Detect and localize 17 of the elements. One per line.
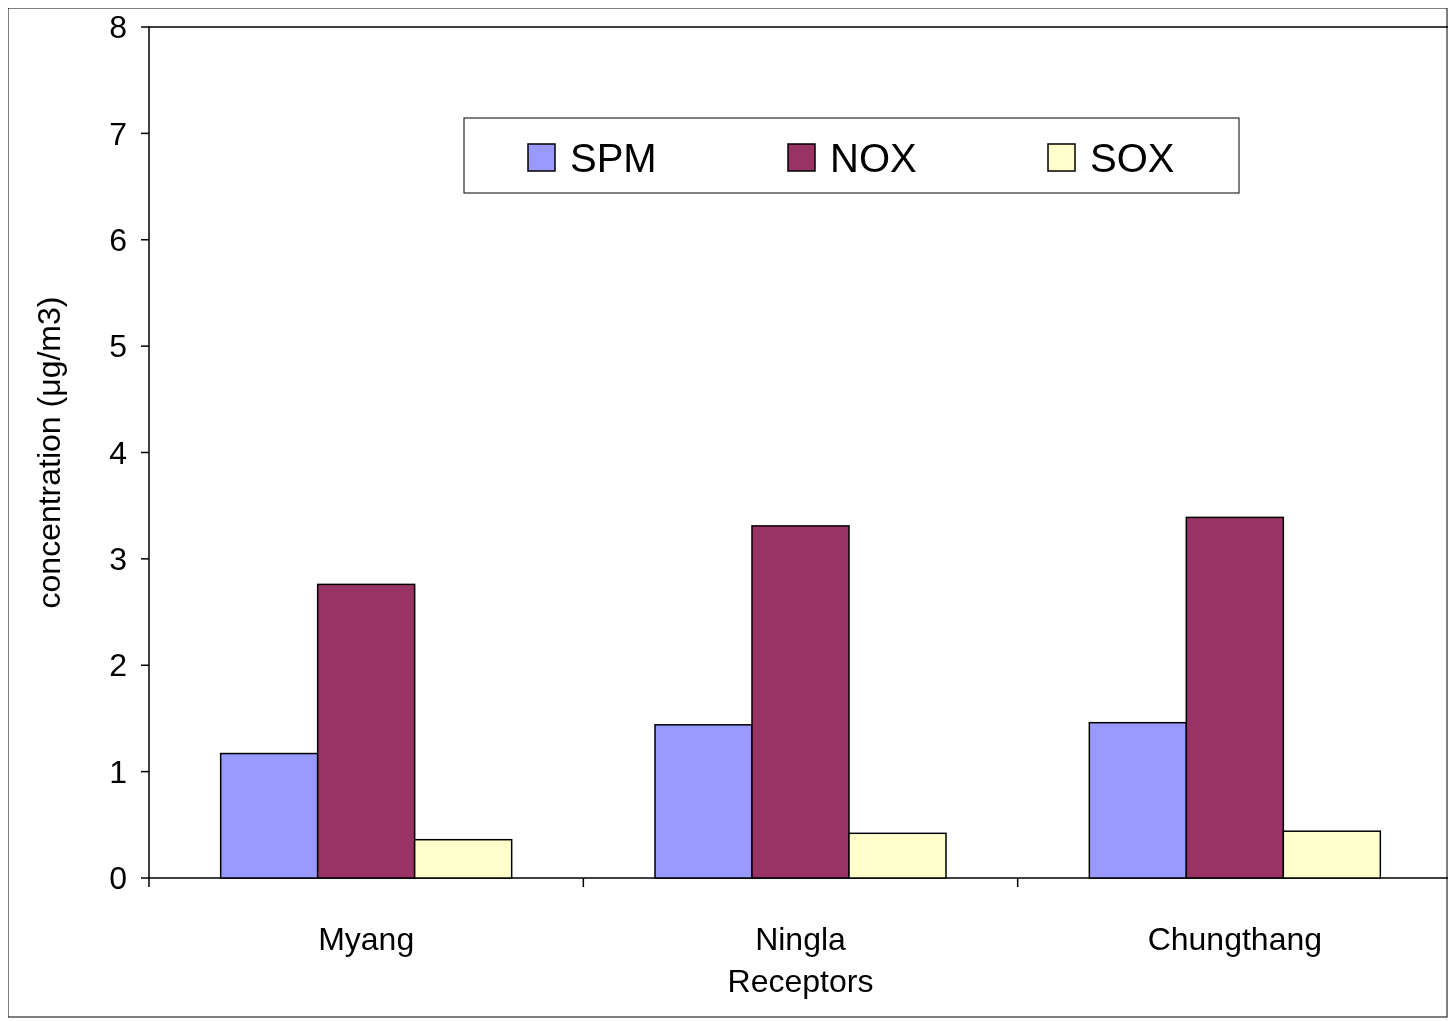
x-tick-label: Chungthang <box>1147 921 1323 957</box>
x-axis-title: Receptors <box>727 963 874 999</box>
y-tick-label: 4 <box>109 434 127 471</box>
y-tick-label: 5 <box>109 328 127 365</box>
y-tick-label: 1 <box>109 753 127 790</box>
legend-label: SPM <box>570 136 657 180</box>
y-tick-label: 8 <box>109 9 127 46</box>
x-tick-label: Myang <box>318 921 415 957</box>
x-tick-label: Ningla <box>755 921 847 957</box>
y-tick-label: 0 <box>109 860 127 897</box>
legend-label: NOX <box>830 136 917 180</box>
y-tick-label: 7 <box>109 115 127 152</box>
y-tick-label: 2 <box>109 647 127 684</box>
legend-label: SOX <box>1090 136 1175 180</box>
y-tick-label: 3 <box>109 541 127 578</box>
y-axis-title: concentration (μg/m3) <box>31 296 67 609</box>
y-tick-label: 6 <box>109 221 127 258</box>
